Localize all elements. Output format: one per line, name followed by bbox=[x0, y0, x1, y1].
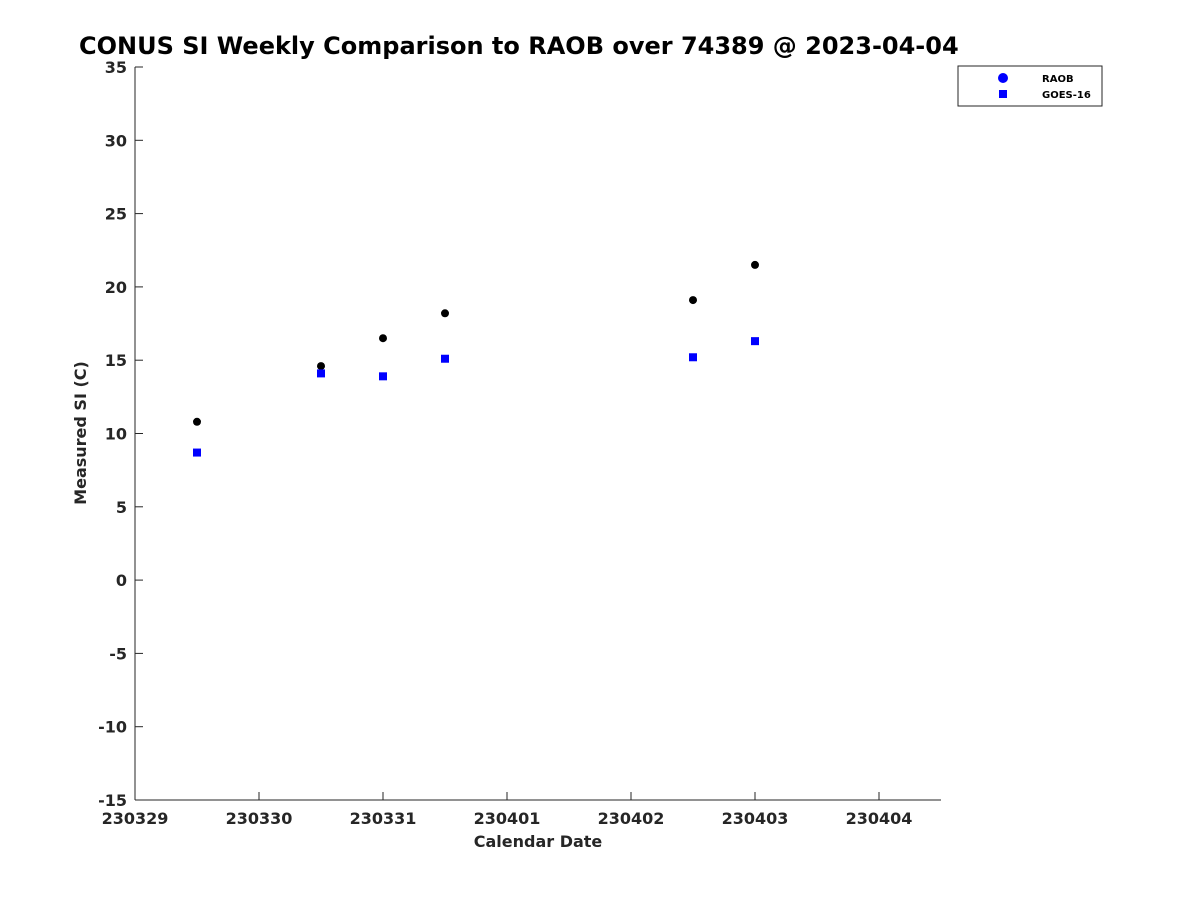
goes-16-point bbox=[317, 369, 325, 378]
y-tick-label: 25 bbox=[105, 205, 127, 224]
x-axis-label: Calendar Date bbox=[474, 832, 603, 851]
legend-box bbox=[957, 65, 1103, 107]
legend-label-raob: RAOB bbox=[1042, 74, 1074, 85]
raob-point bbox=[689, 296, 697, 305]
raob-point bbox=[441, 309, 449, 318]
plot-marks bbox=[193, 260, 759, 457]
x-tick-label: 230331 bbox=[350, 809, 417, 828]
y-tick-label: 0 bbox=[116, 571, 127, 590]
y-tick-label: -15 bbox=[98, 791, 127, 810]
x-tick-label: 230404 bbox=[846, 809, 913, 828]
y-tick-label: 35 bbox=[105, 58, 127, 77]
goes-16-point bbox=[751, 337, 759, 346]
y-axis-label: Measured SI (C) bbox=[71, 361, 90, 505]
legend-label-goes-16: GOES-16 bbox=[1042, 90, 1091, 101]
x-tick-label: 230330 bbox=[226, 809, 293, 828]
axes: -15 -10 -5 0 5 10 15 20 25 30 35 230329 230330 230331… bbox=[98, 58, 941, 828]
raob-point bbox=[751, 260, 759, 269]
x-tick-label: 230403 bbox=[722, 809, 789, 828]
goes-16-point bbox=[379, 372, 387, 381]
y-tick-label: 30 bbox=[105, 131, 127, 150]
y-tick-label: 10 bbox=[105, 425, 127, 444]
goes-16-point bbox=[193, 448, 201, 457]
y-tick-label: -10 bbox=[98, 718, 127, 737]
raob-point bbox=[317, 362, 325, 371]
x-tick-label: 230401 bbox=[474, 809, 541, 828]
y-tick-label: 15 bbox=[105, 351, 127, 370]
legend-marker-raob bbox=[998, 73, 1008, 83]
x-tick-label: 230329 bbox=[102, 809, 169, 828]
chart-title: CONUS SI Weekly Comparison to RAOB over … bbox=[79, 32, 959, 60]
goes-16-point bbox=[689, 353, 697, 362]
raob-point bbox=[193, 417, 201, 426]
x-tick-label: 230402 bbox=[598, 809, 665, 828]
goes-16-point bbox=[441, 354, 449, 363]
raob-point bbox=[379, 334, 387, 343]
y-tick-label: 5 bbox=[116, 498, 127, 517]
legend: RAOB GOES-16 bbox=[957, 65, 1103, 107]
y-tick-label: 20 bbox=[105, 278, 127, 297]
y-tick-label: -5 bbox=[109, 644, 127, 663]
legend-marker-goes-16 bbox=[999, 90, 1007, 98]
